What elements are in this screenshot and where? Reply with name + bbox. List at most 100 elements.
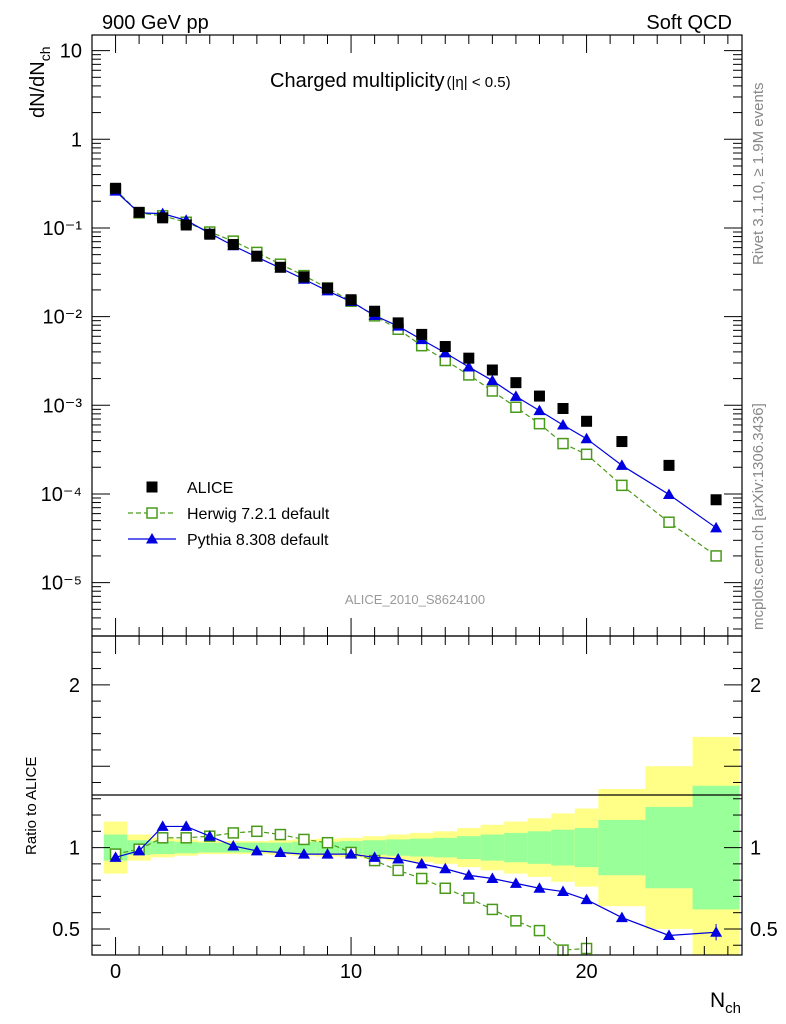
main-pythia-point [557, 418, 570, 430]
ratio-y-tick-label: 1 [69, 838, 80, 860]
main-y-tick-label: 10⁻³ [43, 395, 83, 417]
main-y-tick-label: 10⁻² [43, 307, 83, 329]
ratio-pythia-point [250, 844, 263, 856]
ratio-inner-band-bin [197, 842, 222, 853]
main-alice-point [369, 305, 381, 317]
main-panel: 10⁻⁵ 10⁻⁴ 10⁻³ 10⁻² 10⁻¹ 1 10 Charged multipli… [27, 34, 743, 637]
main-alice-point [533, 390, 545, 402]
main-y-axis-label: dN/dNch [27, 47, 53, 119]
main-pythia-point [509, 390, 522, 401]
ratio-pythia-point [203, 830, 216, 841]
main-alice-point [581, 415, 593, 427]
main-pythia-point [710, 521, 723, 533]
main-herwig-point [533, 417, 546, 430]
main-pythia-point [533, 404, 546, 416]
main-alice-point [510, 377, 522, 389]
ratio-herwig-point [533, 924, 546, 937]
main-x-ticks [91, 35, 729, 636]
main-alice-point [439, 341, 451, 353]
ratio-pythia-point [368, 851, 381, 862]
ratio-pythia-point [462, 869, 475, 880]
legend-marker-pythia [146, 533, 158, 544]
rivet-version-label: Rivet 3.1.10, ≥ 1.9M events [750, 83, 767, 266]
ratio-y-tick-label: 0.5 [52, 919, 80, 941]
ratio-pythia-point [109, 851, 122, 862]
main-pythia-point [615, 459, 628, 470]
main-herwig-point [580, 448, 593, 461]
main-y-tick-label: 10⁻¹ [43, 218, 83, 240]
main-y-tick-label: 1 [71, 129, 82, 151]
mcplots-credit-label: mcplots.cern.ch [arXiv:1306.3436] [750, 403, 767, 630]
ratio-series-layer [109, 820, 723, 956]
main-alice-point [274, 261, 286, 273]
legend-label-pythia: Pythia 8.308 default [187, 532, 329, 549]
main-alice-point [710, 494, 722, 506]
ratio-herwig-point [156, 832, 169, 844]
ratio-inner-band-bin [103, 834, 128, 861]
ratio-y-tick-label-right: 0.5 [750, 919, 778, 941]
ratio-pythia-point [156, 820, 169, 831]
main-y-axis: 10⁻⁵ 10⁻⁴ 10⁻³ 10⁻² 10⁻¹ 1 10 [41, 41, 742, 630]
main-alice-point [416, 328, 428, 340]
ratio-pythia-point [227, 839, 240, 851]
ratio-pythia-point [439, 862, 452, 874]
x-tick-label: 20 [575, 961, 597, 983]
main-alice-point [180, 219, 192, 231]
ratio-inner-band-bin [433, 837, 458, 858]
ratio-inner-band-bin [457, 836, 481, 859]
ratio-herwig-point [415, 872, 428, 885]
ratio-pythia-point [615, 911, 628, 923]
main-alice-point [157, 212, 169, 224]
ratio-pythia-point [533, 882, 546, 893]
ratio-inner-band-bin [574, 828, 599, 868]
main-y-tick-label: 10⁻⁵ [41, 573, 82, 595]
main-alice-point [204, 228, 216, 240]
ratio-y-axis: 0.5 0.5 1 1 2 2 [52, 651, 778, 946]
main-pythia-point [486, 374, 499, 386]
main-pythia-point [439, 346, 452, 358]
ratio-herwig-point [486, 903, 499, 916]
ratio-herwig-point [392, 864, 404, 877]
main-herwig-point [510, 401, 522, 414]
ratio-panel: 0.5 0.5 1 1 2 2 0 10 20 Ratio to ALICE Nch [23, 635, 778, 1017]
x-tick-label: 10 [340, 961, 362, 983]
main-alice-point [133, 206, 145, 218]
main-y-tick-label: 10 [60, 41, 82, 63]
ratio-pythia-point [662, 929, 675, 940]
ratio-pythia-point [133, 844, 146, 856]
ratio-frame [91, 635, 743, 956]
ratio-pythia-point [710, 926, 723, 937]
ratio-pythia-point [580, 893, 593, 905]
main-alice-point [486, 364, 498, 376]
main-pythia-point [662, 488, 675, 500]
ratio-inner-band-bin [409, 838, 434, 857]
ratio-herwig-point [274, 828, 287, 841]
ratio-inner-band-bin [386, 839, 410, 856]
main-alice-point [298, 271, 310, 283]
legend-label-herwig: Herwig 7.2.1 default [187, 506, 330, 523]
legend-marker-alice [146, 481, 158, 493]
main-alice-point [392, 317, 404, 329]
main-herwig-line [115, 189, 717, 557]
legend-label-alice: ALICE [187, 480, 233, 497]
ratio-inner-band-bin [598, 819, 646, 876]
main-alice-point [463, 352, 475, 364]
header-energy-label: 900 GeV pp [102, 12, 209, 34]
ratio-pythia-point [274, 846, 287, 857]
analysis-id-label: ALICE_2010_S8624100 [345, 592, 485, 607]
main-alice-point [663, 459, 675, 471]
ratio-inner-band-bin [150, 841, 175, 855]
ratio-pythia-point [486, 872, 499, 884]
main-herwig-point [486, 385, 499, 397]
ratio-pythia-point [345, 848, 358, 859]
main-herwig-point [710, 550, 722, 562]
ratio-pythia-point [297, 848, 310, 859]
header-category-label: Soft QCD [646, 12, 732, 34]
ratio-herwig-point [180, 832, 192, 844]
ratio-y-tick-label-right: 1 [750, 838, 761, 860]
ratio-y-tick-label-right: 2 [750, 675, 761, 697]
ratio-y-axis-label: Ratio to ALICE [23, 757, 40, 855]
ratio-herwig-point [321, 836, 334, 849]
ratio-inner-band-bin [362, 840, 387, 855]
main-series-layer [109, 182, 723, 562]
